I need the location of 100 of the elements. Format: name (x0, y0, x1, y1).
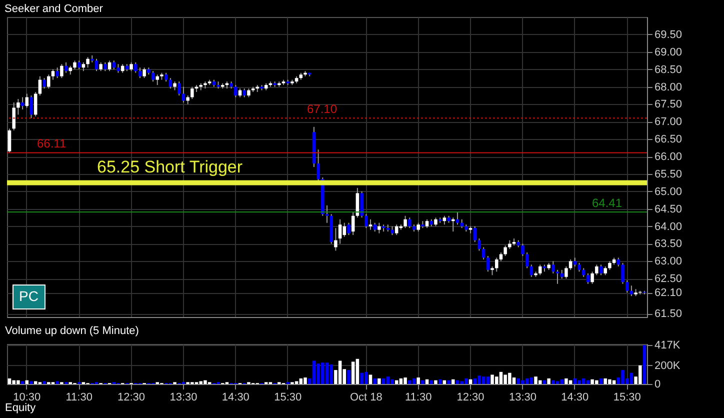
bar (499, 372, 503, 384)
y-tick-label: 63.50 (654, 238, 682, 250)
candlestick (56, 67, 59, 79)
bar (404, 377, 407, 384)
candlestick (86, 56, 90, 68)
y-tick-label: 62.50 (654, 273, 682, 286)
candlestick (334, 228, 338, 252)
y-tick-label: 66.00 (654, 151, 682, 164)
x-tick-label: 10:30 (13, 392, 41, 404)
bar (34, 381, 38, 384)
x-tick-label: 14:30 (561, 392, 589, 404)
bar (378, 378, 381, 384)
candlestick (351, 212, 355, 236)
candlestick (16, 98, 20, 116)
bar (452, 379, 455, 384)
bar (408, 380, 412, 384)
candlestick (364, 214, 368, 229)
candlestick (595, 264, 598, 276)
y-tick-label: 61.50 (654, 308, 682, 320)
x-tick-label: 13:30 (170, 392, 198, 404)
bar (368, 374, 372, 384)
candlestick (12, 102, 16, 131)
y-tick-label: 67.50 (654, 98, 682, 111)
bar (421, 380, 424, 384)
y-tick-label: 417K (654, 340, 681, 352)
y-tick-label: 65.00 (654, 186, 682, 198)
bar (382, 378, 386, 384)
y-tick-label: 64.00 (654, 220, 682, 233)
candlestick (20, 96, 24, 110)
ref-line-label: 66.11 (37, 136, 66, 151)
x-tick-label: 15:30 (274, 392, 302, 404)
ref-line-label: 65.25 Short Trigger (97, 158, 243, 177)
candlestick (590, 271, 594, 284)
bar (330, 364, 333, 384)
bar (547, 378, 550, 384)
candlestick (504, 244, 507, 256)
candlestick (486, 255, 490, 272)
y-tick-label: 68.00 (654, 81, 682, 94)
candlestick (473, 226, 477, 242)
candlestick (30, 94, 33, 119)
candlestick (586, 272, 590, 284)
y-tick-label: 69.00 (654, 46, 682, 58)
candlestick (408, 217, 412, 229)
bar (312, 360, 316, 384)
bar (294, 381, 298, 384)
candlestick (138, 67, 142, 79)
bar (338, 360, 342, 384)
candlestick (568, 258, 572, 270)
y-tick-label: 62.10 (654, 287, 682, 300)
candlestick (378, 222, 381, 234)
bar (434, 380, 438, 384)
candlestick (25, 93, 29, 108)
ref-line-label: 64.41 (592, 196, 622, 210)
y-tick-label: 64.50 (654, 203, 682, 216)
candlestick (142, 67, 146, 79)
bar (386, 376, 390, 384)
candlestick (47, 74, 50, 90)
candlestick (625, 280, 629, 294)
candlestick (8, 128, 12, 154)
candlestick (404, 215, 407, 229)
bar (347, 370, 350, 384)
bar (42, 381, 46, 384)
bar (56, 381, 59, 384)
chart-title: Seeker and Comber (4, 3, 104, 15)
bar (564, 378, 568, 384)
candlestick (42, 78, 46, 90)
bar (299, 378, 303, 384)
candlestick (630, 285, 634, 297)
bar (412, 378, 416, 384)
candlestick (234, 84, 238, 98)
bar (552, 380, 555, 384)
x-tick-label: 15:30 (613, 392, 641, 404)
x-tick-label: 11:30 (404, 392, 432, 404)
bar (416, 377, 420, 384)
candlestick (394, 224, 398, 236)
y-tick-label: 0 (654, 378, 661, 390)
candlestick (34, 92, 38, 117)
x-tick-label: 12:30 (118, 392, 146, 404)
x-tick-label: 13:30 (508, 392, 536, 404)
candlestick (108, 60, 112, 72)
candlestick (478, 238, 481, 252)
x-tick-label: 12:30 (456, 392, 484, 404)
candlestick (347, 222, 350, 236)
y-tick-label: 68.50 (654, 64, 682, 76)
candlestick (456, 212, 460, 226)
bar (304, 377, 307, 384)
bar (20, 381, 24, 384)
y-tick-label: 63.00 (654, 256, 682, 268)
candlestick (556, 269, 560, 284)
candlestick (51, 68, 55, 80)
x-tick-label: 14:30 (222, 392, 250, 404)
bar (621, 370, 624, 384)
bar (534, 376, 538, 384)
candlestick (599, 264, 603, 276)
bar (578, 380, 581, 384)
bar (8, 378, 12, 384)
bar (530, 377, 534, 384)
bar (325, 362, 329, 384)
candlestick (452, 217, 455, 232)
bar (525, 378, 529, 384)
